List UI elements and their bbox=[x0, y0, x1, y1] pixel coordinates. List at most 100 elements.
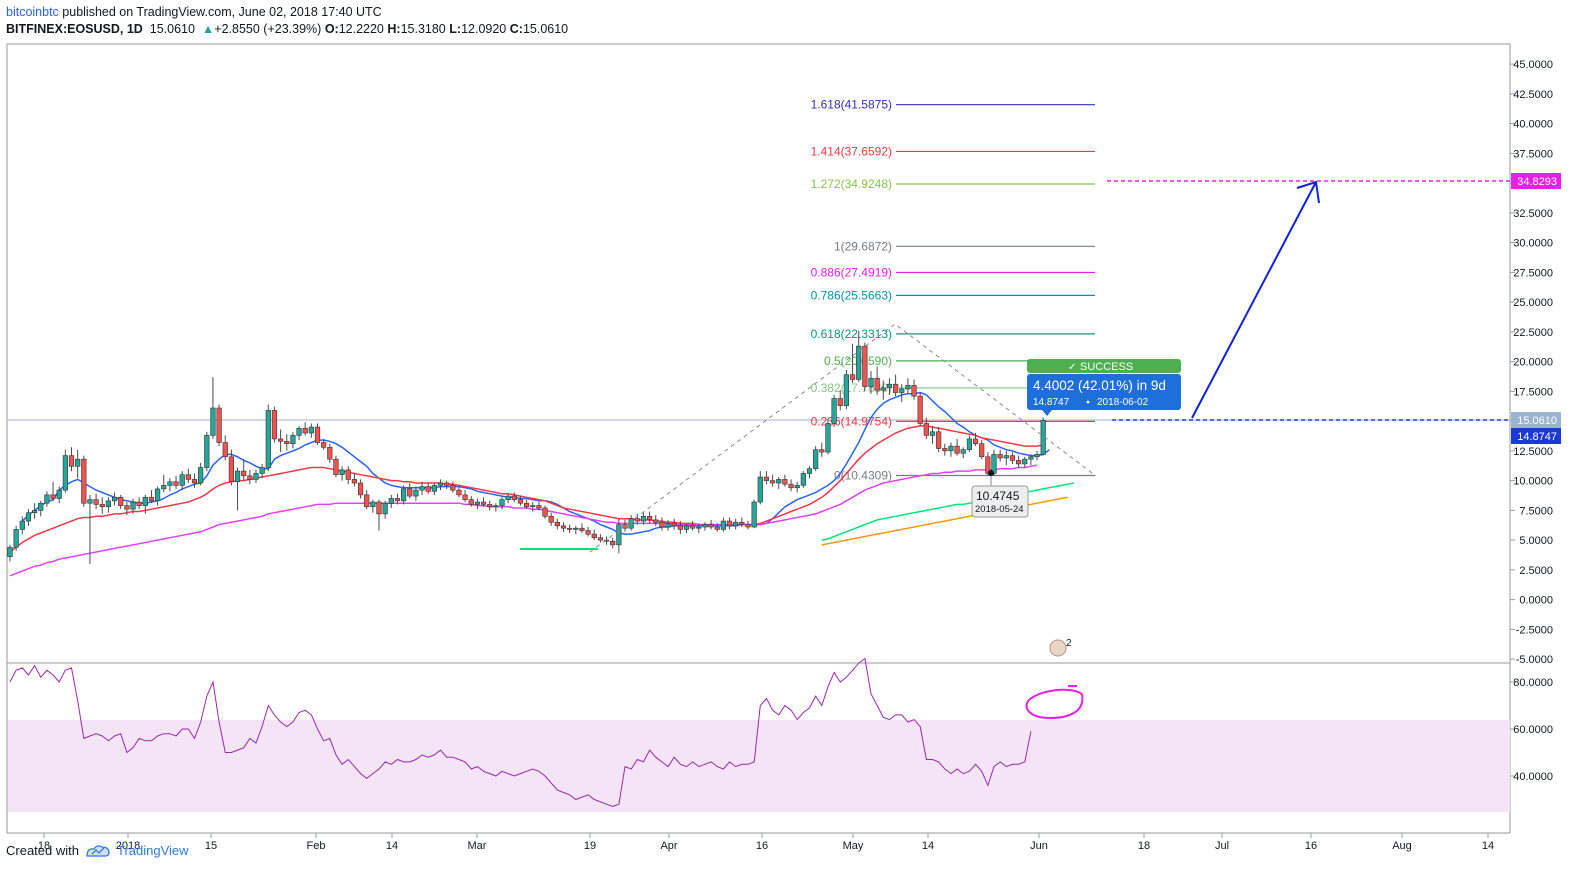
candle-body bbox=[290, 435, 296, 445]
candle-body bbox=[923, 423, 929, 436]
candle-body bbox=[653, 519, 659, 523]
candle-body bbox=[468, 499, 474, 505]
fib-level-label: 0.236(14.9754) bbox=[811, 414, 892, 428]
candle-body bbox=[247, 475, 253, 480]
candle-body bbox=[517, 499, 524, 504]
candle-body bbox=[616, 524, 622, 546]
measure-box bbox=[1027, 374, 1181, 410]
candle-body bbox=[769, 480, 776, 484]
candle-body bbox=[905, 385, 911, 390]
candle-body bbox=[523, 502, 530, 508]
last-price: 15.0610 bbox=[149, 22, 195, 36]
candle-body bbox=[960, 449, 966, 454]
price-tick-label: 20.0000 bbox=[1513, 357, 1553, 369]
candle-body bbox=[1003, 455, 1009, 459]
target-price-label-box bbox=[1511, 173, 1561, 189]
candle-body bbox=[671, 523, 677, 527]
fib-extension[interactable]: 0(10.4309)0.236(14.9754)0.382(17.7880)0.… bbox=[811, 98, 1095, 483]
price-tick-label: 7.5000 bbox=[1519, 505, 1553, 517]
candle-body bbox=[862, 345, 868, 387]
candles bbox=[7, 330, 1046, 564]
candle-body bbox=[296, 427, 302, 436]
candle-body bbox=[228, 456, 235, 483]
candle-body bbox=[75, 458, 81, 467]
open-label: O: bbox=[324, 22, 339, 36]
candle-body bbox=[167, 481, 173, 486]
price-tick-label: 40.0000 bbox=[1513, 119, 1553, 131]
candle-body bbox=[148, 496, 155, 502]
fib-level-label: 1.618(41.5875) bbox=[811, 98, 892, 112]
tradingview-logo-icon[interactable] bbox=[85, 844, 111, 858]
price-labels: 15.0610 14.8747 34.8293 bbox=[1511, 173, 1561, 444]
publish-info: published on TradingView.com, June 02, 2… bbox=[58, 5, 382, 19]
low-date-label: 2018-05-24 bbox=[975, 504, 1024, 515]
events-badge-label: 2 bbox=[1066, 638, 1072, 649]
price-tick-label: 42.5000 bbox=[1513, 89, 1553, 101]
candle-body bbox=[413, 489, 419, 497]
candle-body bbox=[696, 526, 702, 529]
price-tick-label: 27.5000 bbox=[1513, 267, 1553, 279]
high-value: 15.3180 bbox=[400, 22, 446, 36]
candle-body bbox=[450, 485, 456, 491]
candle-body bbox=[567, 527, 573, 530]
candle-body bbox=[640, 515, 647, 522]
time-tick-label: Aug bbox=[1392, 840, 1412, 852]
candle-body bbox=[837, 398, 843, 406]
time-tick-label: 14 bbox=[386, 840, 398, 852]
candle-body bbox=[720, 520, 726, 530]
price-tick-label: 5.0000 bbox=[1519, 535, 1553, 547]
candle-body bbox=[683, 525, 690, 530]
last-price-label-text: 15.0610 bbox=[1517, 415, 1557, 427]
ema-blue-line bbox=[21, 391, 1050, 535]
price-tick-label: 2.5000 bbox=[1519, 565, 1553, 577]
drawings[interactable]: ✓ SUCCESS 4.4002 (42.01%) in 9d 14.8747 2018… bbox=[520, 180, 1510, 720]
candle-body bbox=[560, 525, 567, 529]
candle-body bbox=[585, 530, 591, 535]
author-link[interactable]: bitcoinbtc bbox=[6, 5, 59, 19]
measure-price-label: 14.8747 bbox=[1033, 397, 1070, 408]
price-axis[interactable]: 45.000042.500040.000037.500035.000032.50… bbox=[1510, 59, 1553, 666]
publish-line: bitcoinbtc published on TradingView.com,… bbox=[6, 4, 568, 21]
fib-level-label: 1.272(34.9248) bbox=[811, 177, 892, 191]
candle-body bbox=[241, 470, 247, 477]
candle-body bbox=[480, 501, 487, 505]
time-tick-label: 16 bbox=[756, 840, 768, 852]
time-tick-label: Jun bbox=[1030, 840, 1048, 852]
candle-body bbox=[548, 515, 554, 523]
rsi-axis: 80.0000 60.0000 40.0000 bbox=[1510, 677, 1553, 783]
projection-arrow bbox=[1191, 181, 1317, 419]
candle-body bbox=[327, 446, 333, 460]
candle-body bbox=[25, 512, 32, 522]
candle-body bbox=[726, 520, 733, 527]
candle-body bbox=[554, 521, 560, 527]
candle-body bbox=[136, 501, 142, 506]
candle-body bbox=[222, 442, 228, 458]
time-tick-label: 19 bbox=[584, 840, 596, 852]
candle-body bbox=[400, 488, 407, 502]
price-tick-label: 10.0000 bbox=[1513, 476, 1553, 488]
candle-body bbox=[536, 505, 542, 509]
candle-body bbox=[751, 501, 757, 528]
time-tick-label: Apr bbox=[660, 840, 677, 852]
rsi-series-line bbox=[9, 657, 1032, 808]
candle-body bbox=[118, 496, 124, 506]
candle-body bbox=[7, 546, 13, 558]
tradingview-link[interactable]: TradingView bbox=[116, 843, 189, 858]
candle-body bbox=[776, 479, 782, 484]
candle-body bbox=[979, 443, 985, 458]
time-axis[interactable]: 18 2018 15 Feb 14 Mar 19 Apr 16 May 14 Jun 18 Jul 16 Au… bbox=[38, 833, 1494, 852]
price-tick-label: 0.0000 bbox=[1519, 595, 1553, 607]
events-flag-icon[interactable] bbox=[1049, 639, 1067, 657]
candle-body bbox=[702, 524, 708, 528]
symbol-label[interactable]: BITFINEX:EOSUSD, 1D bbox=[6, 22, 143, 36]
candle-body bbox=[665, 523, 671, 528]
candle-body bbox=[13, 529, 19, 548]
candle-body bbox=[339, 469, 345, 475]
measure-main-label: 4.4002 (42.01%) in 9d bbox=[1033, 378, 1166, 393]
candle-body bbox=[610, 540, 616, 546]
candle-body bbox=[708, 524, 714, 528]
candle-body bbox=[942, 448, 948, 452]
candle-body bbox=[646, 515, 653, 521]
measure-pointer-icon bbox=[1042, 410, 1052, 416]
